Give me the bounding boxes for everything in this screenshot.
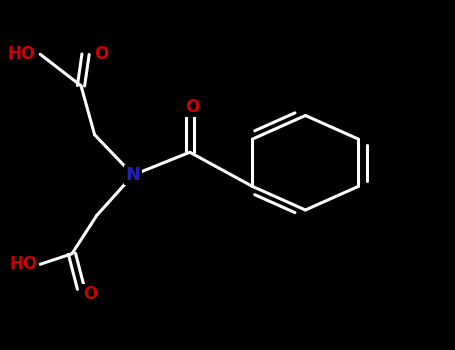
Text: O: O — [94, 45, 109, 63]
Text: O: O — [83, 285, 97, 303]
Text: O: O — [185, 98, 199, 116]
Text: HO: HO — [10, 255, 38, 273]
Text: HO: HO — [8, 45, 35, 63]
Text: N: N — [126, 166, 141, 184]
